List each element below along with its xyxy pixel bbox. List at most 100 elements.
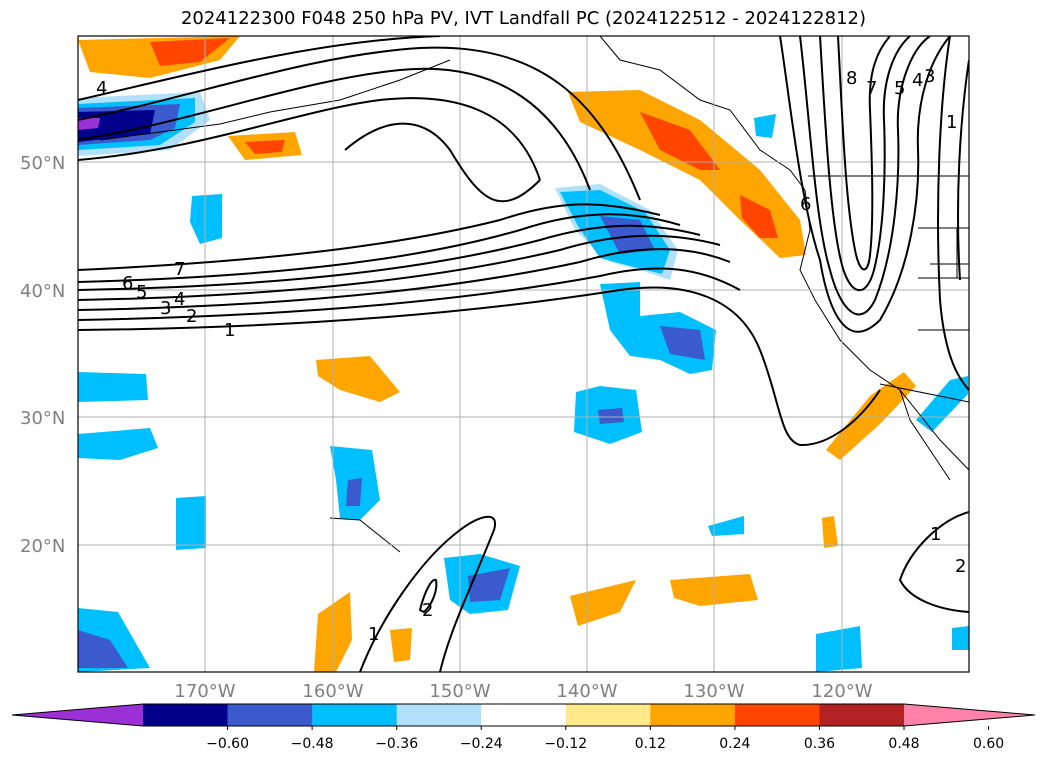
colorbar-tick-label: −0.36 [375, 736, 418, 752]
contour-label-e-1: 1 [946, 112, 957, 133]
lon-label-170w: 170°W [174, 681, 235, 702]
plot-frame [77, 35, 970, 673]
colorbar-extend-high [904, 704, 1035, 726]
map-title: 2024122300 F048 250 hPa PV, IVT Landfall… [180, 8, 867, 29]
coast-alaska [599, 36, 806, 191]
coast-west-us [799, 189, 969, 471]
pv-contour-south-1 [359, 515, 497, 672]
coast-aleutians [99, 59, 451, 141]
contour-label-4: 4 [174, 289, 185, 310]
lat-label-40n: 40°N [20, 281, 65, 302]
pv-contour-3 [78, 248, 731, 311]
contour-label-se-2: 2 [955, 556, 966, 577]
contour-label-s-1: 1 [368, 624, 379, 645]
pv-contour-south-2 [418, 578, 438, 614]
colorbar-segment [227, 704, 313, 726]
pv-contour-upper-4 [78, 36, 441, 101]
pv-contour-2 [78, 267, 741, 321]
shade-orange-156w [316, 356, 400, 402]
colorbar-tick-label: −0.60 [206, 736, 249, 752]
shade-w-negative-extreme [78, 118, 100, 130]
colorbar-segment [734, 704, 820, 726]
lon-label-130w: 130°W [683, 681, 744, 702]
shade-blue-148w-deep [468, 568, 510, 602]
shade-blue-west-2 [78, 428, 158, 460]
colorbar-segment [396, 704, 482, 726]
pv-contour-se-1 [898, 511, 969, 613]
colorbar-extend-low [12, 704, 143, 726]
colorbar-segment [143, 704, 229, 726]
shade-orange-156w-12n [390, 628, 412, 662]
colorbar-outline [11, 703, 1036, 727]
pv-contour-upper-2 [78, 67, 591, 191]
colorbar-tick-label: −0.24 [460, 736, 503, 752]
shade-blue-far-east [952, 626, 969, 650]
colorbar-segment [565, 704, 651, 726]
contour-label-7: 7 [174, 259, 185, 280]
latitude-labels: 50°N 40°N 30°N 20°N [20, 153, 65, 557]
pv-contour-upper-1 [78, 97, 541, 181]
colorbar-segment [312, 704, 398, 726]
shade-blue-135w-deep [660, 326, 705, 360]
lon-label-140w: 140°W [556, 681, 617, 702]
lon-label-160w: 160°W [302, 681, 363, 702]
pv-contour-6 [78, 213, 681, 283]
pv-contours [78, 36, 969, 672]
pv-contour-5 [78, 224, 701, 291]
colorbar-tick-label: −0.48 [291, 736, 334, 752]
colorbar: −0.60 −0.48 −0.36 −0.24 −0.12 0.12 0.24 0.36 0.4… [11, 703, 1036, 752]
shade-nw-strong [150, 38, 230, 66]
contour-label-1: 1 [224, 320, 235, 341]
contour-label-6: 6 [122, 273, 133, 294]
contour-label-5: 5 [136, 282, 147, 303]
coastlines [99, 36, 969, 553]
colorbar-segment [481, 704, 567, 726]
lat-label-20n: 20°N [20, 536, 65, 557]
lon-label-120w: 120°W [811, 681, 872, 702]
lat-label-50n: 50°N [20, 153, 65, 174]
shade-blue-131w [708, 516, 744, 536]
coast-hawaii [329, 517, 401, 553]
shade-ar-band-core [640, 112, 720, 170]
shade-blue-coast-ak [754, 114, 776, 138]
contour-label-e-4: 4 [912, 70, 923, 91]
shade-blue-117w [816, 626, 862, 672]
shade-blue-small-1 [190, 194, 222, 244]
longitude-labels: 170°W 160°W 150°W 140°W 130°W 120°W [174, 681, 872, 702]
contour-label-3: 3 [160, 298, 171, 319]
pv-trough-3 [819, 36, 911, 292]
colorbar-tick-label: −0.12 [544, 736, 587, 752]
lat-label-30n: 30°N [20, 408, 65, 429]
plot-area [78, 36, 969, 672]
colorbar-segment [819, 704, 905, 726]
pv-contour-upper-3 [78, 46, 641, 201]
contour-label-nw-4: 4 [96, 78, 107, 99]
colorbar-tick-label: 0.48 [888, 736, 919, 752]
shade-ar-band-core2 [740, 195, 778, 238]
pv-contour-inner [344, 122, 541, 203]
contour-label-s-2: 2 [422, 600, 433, 621]
pv-trough-east-1 [937, 36, 969, 391]
lon-label-150w: 150°W [429, 681, 490, 702]
shade-orange-121w [822, 516, 838, 548]
colorbar-tick-label: 0.60 [973, 736, 1004, 752]
contour-label-e-8: 8 [846, 68, 857, 89]
pv-trough-2 [799, 36, 931, 316]
pv-trough-east-2 [957, 59, 969, 281]
shade-blue-140w-30n-deep [598, 408, 624, 424]
shade-orange-baja [826, 372, 916, 460]
colorbar-tick-label: 0.12 [635, 736, 666, 752]
shade-blue-west-1 [78, 372, 148, 402]
contour-label-se-1: 1 [930, 524, 941, 545]
pv-trough-4 [837, 36, 891, 271]
shade-blue-154w-deep [346, 478, 362, 506]
contour-label-e-5: 5 [894, 78, 905, 99]
shade-red-small-1 [245, 140, 285, 154]
pv-trough-1 [779, 36, 951, 333]
gridlines [78, 36, 969, 672]
contour-label-mid-6: 6 [800, 194, 811, 215]
contour-label-e-7: 7 [866, 78, 877, 99]
pv-contour-1 [78, 286, 881, 447]
colorbar-tick-label: 0.24 [719, 736, 750, 752]
